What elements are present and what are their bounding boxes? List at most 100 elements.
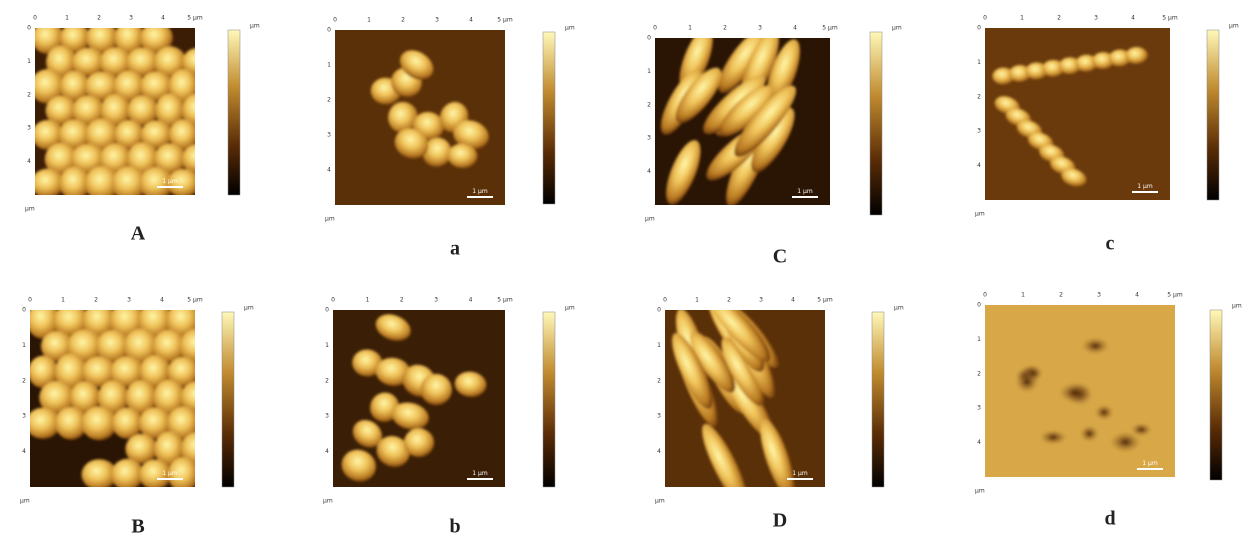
pore — [1109, 431, 1141, 453]
scale-bar-label: 1 µm — [797, 188, 813, 195]
axis-unit: µm — [975, 211, 985, 218]
colorbar — [543, 32, 555, 204]
y-tick-label: 4 — [27, 158, 31, 165]
y-tick-label: 2 — [647, 101, 651, 108]
y-tick-label: 0 — [657, 307, 661, 314]
y-tick-label: 2 — [325, 377, 329, 384]
y-tick-label: 3 — [657, 413, 661, 420]
y-tick-label: 3 — [22, 413, 26, 420]
x-tick-label: 1 — [688, 25, 692, 32]
pore — [1058, 382, 1091, 403]
colorbar — [1210, 310, 1222, 480]
y-tick-label: 3 — [977, 128, 981, 135]
y-tick-label: 3 — [325, 413, 329, 420]
colorbar — [872, 312, 884, 487]
y-tick-label: 3 — [977, 405, 981, 412]
colorbar — [870, 32, 882, 215]
x-tick-label: 3 — [434, 297, 438, 304]
x-tick-label: 5 µm — [817, 297, 833, 304]
x-tick-label: 2 — [400, 297, 404, 304]
x-tick-label: 0 — [983, 15, 987, 22]
x-tick-label: 1 — [1021, 292, 1025, 299]
x-tick-label: 5 µm — [497, 297, 513, 304]
afm-panel: 00112233445 µmµm1 µmµmB — [20, 297, 254, 537]
axis-unit: µm — [20, 498, 30, 505]
colorbar-unit: µm — [1229, 23, 1239, 30]
x-tick-label: 4 — [161, 15, 165, 22]
pore — [1095, 404, 1114, 420]
y-tick-label: 1 — [327, 62, 331, 69]
x-tick-label: 2 — [727, 297, 731, 304]
y-tick-label: 4 — [977, 439, 981, 446]
colorbar — [543, 312, 555, 487]
x-tick-label: 0 — [333, 17, 337, 24]
axis-unit: µm — [25, 206, 35, 213]
scale-bar-label: 1 µm — [1137, 183, 1153, 190]
colorbar-unit: µm — [894, 305, 904, 312]
x-tick-label: 3 — [759, 297, 763, 304]
x-tick-label: 4 — [1135, 292, 1139, 299]
particle — [1126, 47, 1148, 64]
x-tick-label: 0 — [28, 297, 32, 304]
y-tick-label: 1 — [977, 59, 981, 66]
y-tick-label: 0 — [22, 307, 26, 314]
particle — [111, 459, 143, 491]
x-tick-label: 2 — [94, 297, 98, 304]
panel-label: c — [1106, 233, 1115, 255]
pore — [1015, 371, 1039, 393]
scale-bar-label: 1 µm — [472, 188, 488, 195]
y-tick-label: 2 — [22, 377, 26, 384]
y-tick-label: 4 — [647, 168, 651, 175]
x-tick-label: 3 — [127, 297, 131, 304]
y-tick-label: 1 — [657, 342, 661, 349]
pore — [1080, 425, 1099, 442]
y-tick-label: 0 — [27, 25, 31, 32]
x-tick-label: 4 — [791, 297, 795, 304]
y-tick-label: 1 — [27, 58, 31, 65]
figure: 00112233445 µmµm1 µmµmA00112233445 µmµm1… — [0, 0, 1245, 537]
x-tick-label: 5 µm — [187, 297, 203, 304]
scale-bar-label: 1 µm — [1142, 460, 1158, 467]
scale-bar-label: 1 µm — [472, 470, 488, 477]
y-tick-label: 4 — [977, 162, 981, 169]
page: {"axis_ticks": ["0", "1", "2", "3", "4",… — [0, 0, 1245, 537]
y-tick-label: 0 — [325, 307, 329, 314]
y-tick-label: 2 — [27, 91, 31, 98]
colorbar-unit: µm — [565, 305, 575, 312]
x-tick-label: 0 — [331, 297, 335, 304]
afm-panel: 00112233445 µmµm1 µmµmd — [975, 292, 1242, 530]
scale-bar-label: 1 µm — [792, 470, 808, 477]
x-tick-label: 4 — [160, 297, 164, 304]
y-tick-label: 0 — [977, 25, 981, 32]
y-tick-label: 0 — [327, 27, 331, 34]
y-tick-label: 1 — [325, 342, 329, 349]
y-tick-label: 1 — [977, 336, 981, 343]
panel-label: A — [131, 223, 146, 245]
x-tick-label: 1 — [695, 297, 699, 304]
x-tick-label: 2 — [401, 17, 405, 24]
y-tick-label: 4 — [657, 448, 661, 455]
y-tick-label: 2 — [977, 93, 981, 100]
panel-label: b — [449, 516, 460, 537]
x-tick-label: 1 — [367, 17, 371, 24]
colorbar — [228, 30, 240, 195]
y-tick-label: 0 — [647, 35, 651, 42]
axis-unit: µm — [975, 488, 985, 495]
y-tick-label: 2 — [327, 97, 331, 104]
x-tick-label: 0 — [663, 297, 667, 304]
axis-unit: µm — [325, 216, 335, 223]
panel-label: D — [773, 510, 787, 532]
colorbar-unit: µm — [565, 25, 575, 32]
axis-unit: µm — [655, 498, 665, 505]
x-tick-label: 1 — [61, 297, 65, 304]
y-tick-label: 1 — [22, 342, 26, 349]
panel-label: a — [450, 238, 460, 260]
y-tick-label: 4 — [327, 167, 331, 174]
x-tick-label: 5 µm — [1167, 292, 1183, 299]
x-tick-label: 3 — [129, 15, 133, 22]
x-tick-label: 0 — [653, 25, 657, 32]
x-tick-label: 2 — [1057, 15, 1061, 22]
